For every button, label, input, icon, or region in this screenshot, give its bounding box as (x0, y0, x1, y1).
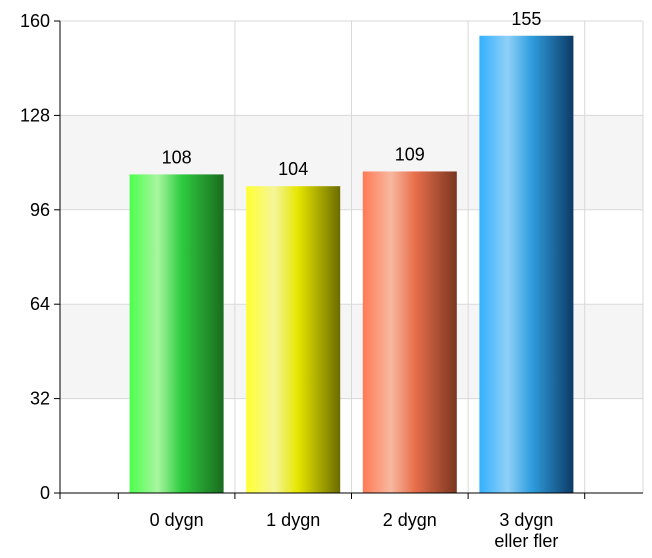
x-tick-label: 2 dygn (383, 510, 437, 530)
y-tick-label: 0 (40, 483, 50, 503)
data-label: 109 (395, 144, 425, 164)
bar-3 (479, 35, 574, 493)
labels: 108 104 109 155 0 32 64 96 128 160 0 dygn 1 dygn 2 d… (20, 9, 558, 551)
bar-0 (129, 174, 224, 493)
bar-1 (246, 186, 341, 493)
y-tick-label: 32 (30, 389, 50, 409)
data-label: 108 (162, 147, 192, 167)
x-tick-label: 1 dygn (266, 510, 320, 530)
x-tick-label: 3 dygn eller fler (494, 510, 558, 551)
data-label: 155 (511, 9, 541, 29)
y-tick-label: 96 (30, 200, 50, 220)
axes (54, 20, 643, 499)
x-tick-label: 0 dygn (150, 510, 204, 530)
y-tick-label: 128 (20, 105, 50, 125)
y-tick-label: 64 (30, 294, 50, 314)
bars (129, 35, 574, 493)
bar-2 (362, 171, 457, 493)
data-label: 104 (278, 159, 308, 179)
y-tick-label: 160 (20, 11, 50, 31)
